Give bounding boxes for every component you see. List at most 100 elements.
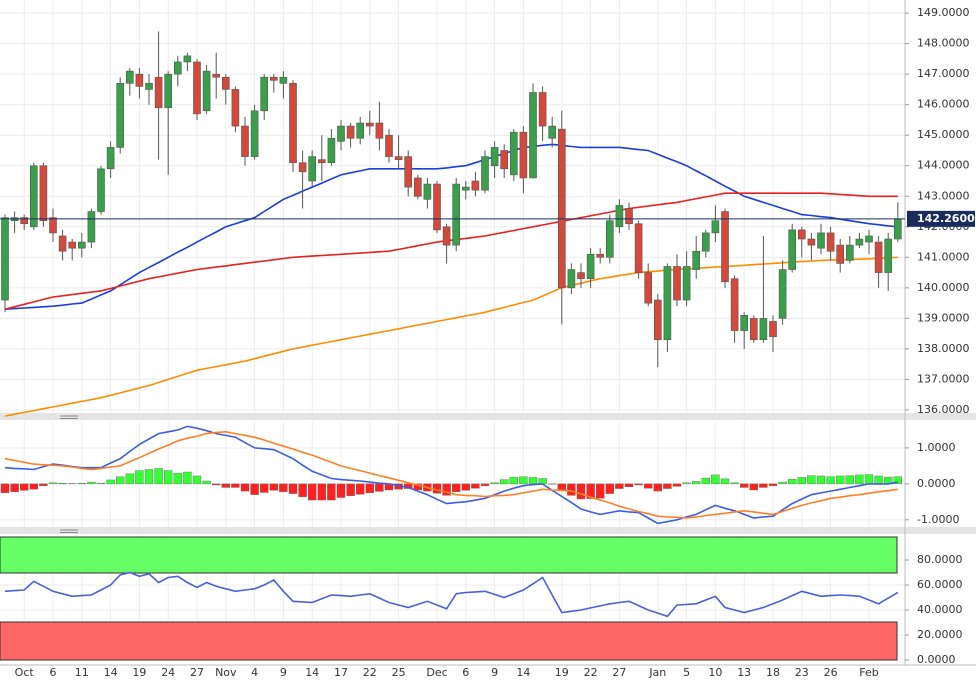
candle-body [442, 226, 451, 246]
histogram-bar [701, 477, 710, 485]
y-tick-label: 80.0000 [917, 553, 963, 566]
candle-body [711, 220, 720, 234]
x-tick-label: 9 [280, 666, 287, 679]
histogram-bar [125, 473, 135, 485]
histogram-bar [663, 483, 672, 489]
candle-body [855, 238, 864, 246]
x-tick-label: 24 [161, 666, 175, 679]
last-price-box [907, 210, 975, 227]
candle-body [721, 211, 729, 283]
resize-handle[interactable] [60, 415, 78, 533]
histogram-bar [759, 483, 768, 488]
histogram-bar [778, 481, 787, 485]
candle-body [836, 244, 845, 264]
candle-body [413, 177, 422, 197]
candle-body [116, 83, 124, 148]
histogram-bar [672, 483, 682, 487]
x-tick-label: 10 [708, 666, 722, 679]
candle-body [375, 122, 384, 139]
histogram-bar [845, 475, 854, 485]
candle-body [106, 147, 115, 170]
histogram-bar [135, 470, 144, 485]
x-tick-label: Dec [426, 666, 447, 679]
candle-body [673, 266, 681, 301]
histogram-bar [749, 483, 758, 491]
candle-body [126, 70, 134, 84]
histogram-bar [538, 478, 547, 485]
candle-body [250, 110, 259, 157]
x-tick-label: 17 [334, 666, 348, 679]
candle-body [308, 156, 317, 182]
y-tick-label: 136.0000 [917, 403, 970, 416]
y-tick-label: 0.0000 [917, 653, 956, 666]
x-tick-label: 14 [516, 666, 530, 679]
candle-body [394, 156, 403, 160]
x-tick-label: 14 [305, 666, 319, 679]
histogram-bar [115, 476, 125, 485]
histogram-bar [653, 483, 662, 492]
histogram-bar [39, 483, 48, 486]
panel-separator[interactable] [0, 527, 976, 534]
histogram-bar [730, 482, 739, 485]
candle-body [39, 165, 48, 221]
y-tick-label: 60.0000 [917, 578, 963, 591]
histogram-bar [173, 472, 183, 485]
x-tick-label: 18 [766, 666, 780, 679]
histogram-bar [509, 477, 518, 485]
x-tick-label: 25 [392, 666, 406, 679]
candle-body [663, 266, 672, 341]
candle-body [346, 125, 355, 139]
histogram-bar [855, 474, 864, 485]
candle-body [327, 137, 336, 163]
candle-body [557, 128, 566, 289]
candle-body [222, 76, 230, 90]
histogram-bar [106, 479, 115, 485]
y-tick-label: 147.0000 [917, 67, 970, 80]
candle-body [788, 229, 797, 270]
candle-body [548, 125, 557, 139]
histogram-bar [29, 483, 38, 490]
histogram-bar [356, 483, 365, 495]
y-tick-label: 1.0000 [917, 441, 956, 454]
x-tick-label: 22 [584, 666, 598, 679]
x-tick-label: 22 [363, 666, 377, 679]
histogram-bar [58, 482, 67, 485]
candle-body [145, 83, 153, 90]
histogram-bar [317, 483, 326, 501]
candle-body [164, 73, 172, 109]
candle-body [567, 269, 576, 289]
histogram-bar [836, 475, 845, 485]
histogram-bar [586, 483, 595, 499]
histogram-bar [740, 483, 749, 488]
x-tick-label: 6 [462, 666, 469, 679]
x-tick-label: 13 [737, 666, 751, 679]
panel-separator[interactable] [0, 413, 976, 420]
histogram-bar [192, 475, 202, 485]
candle-body [231, 89, 240, 127]
histogram-bar [519, 476, 528, 485]
line-series [4, 192, 898, 310]
candle-body [135, 73, 144, 87]
y-tick-label: 137.0000 [917, 372, 970, 385]
histogram-bar [644, 483, 653, 489]
y-tick-label: 40.0000 [917, 603, 963, 616]
histogram-bar [20, 483, 29, 491]
histogram-bar [874, 475, 883, 485]
candle-body [865, 235, 873, 243]
candle-body [356, 122, 365, 139]
histogram-bar [576, 483, 586, 500]
histogram-bar [269, 483, 278, 491]
histogram-bar [807, 475, 816, 485]
candle-body [807, 238, 816, 246]
histogram-bar [163, 470, 173, 485]
candle-body [759, 318, 768, 341]
candle-body [193, 61, 201, 115]
histogram-bar [624, 483, 634, 487]
candle-body [365, 122, 374, 127]
histogram-bar [596, 483, 605, 499]
candle-body [29, 165, 38, 228]
y-tick-label: 146.0000 [917, 98, 970, 111]
candle-body [509, 131, 518, 176]
